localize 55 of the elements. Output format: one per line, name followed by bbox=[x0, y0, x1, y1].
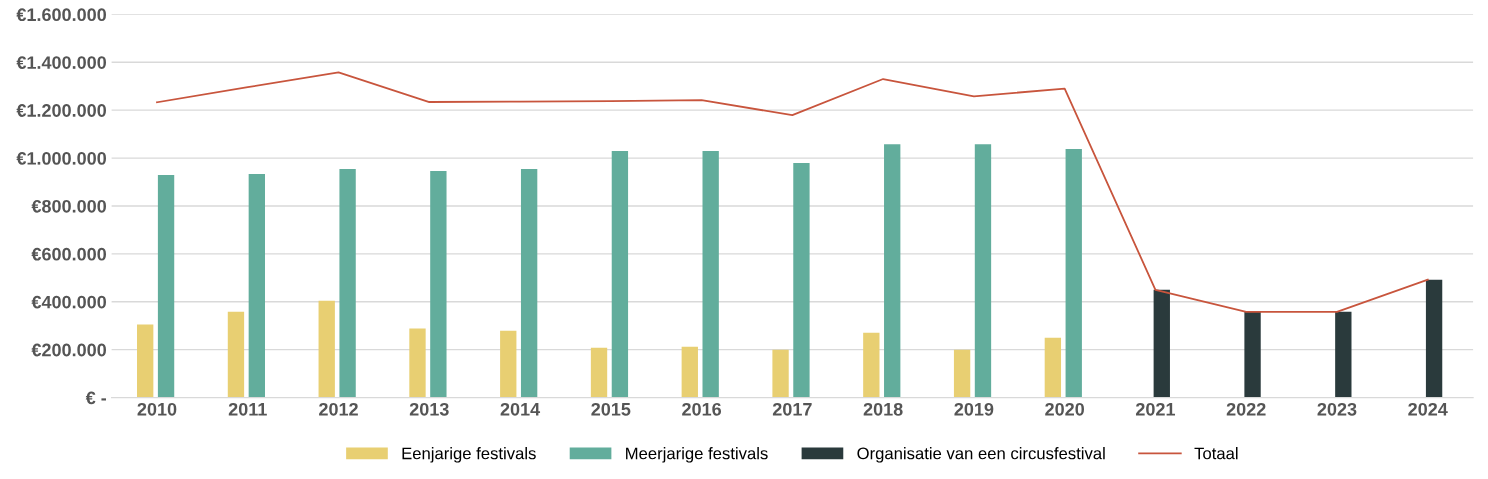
bar bbox=[884, 144, 901, 398]
bar bbox=[1044, 337, 1062, 398]
y-tick-label: €400.000 bbox=[31, 295, 107, 309]
x-tick-label: 2017 bbox=[772, 402, 812, 416]
y-tick-label: €200.000 bbox=[31, 343, 107, 357]
x-tick-label: 2021 bbox=[1135, 402, 1176, 416]
x-tick-label: 2013 bbox=[409, 402, 449, 416]
x-tick-label: 2016 bbox=[682, 402, 722, 416]
x-tick-label: 2014 bbox=[500, 402, 541, 416]
bar bbox=[681, 346, 698, 398]
bar bbox=[974, 144, 992, 398]
y-tick-label: €800.000 bbox=[31, 199, 107, 213]
x-tick-label: 2010 bbox=[137, 402, 177, 416]
bar bbox=[772, 349, 789, 398]
y-tick-label: €1.600.000 bbox=[16, 8, 107, 22]
bar bbox=[248, 174, 265, 398]
legend-label: Organisatie van een circusfestival bbox=[857, 447, 1105, 463]
bar bbox=[157, 175, 175, 398]
bar bbox=[430, 171, 447, 398]
x-tick-label: 2024 bbox=[1408, 402, 1448, 416]
x-tick-label: 2011 bbox=[228, 402, 267, 416]
legend-label: Totaal bbox=[1194, 447, 1238, 460]
y-tick-label: €1.000.000 bbox=[16, 152, 107, 165]
bar bbox=[1065, 148, 1082, 398]
bar bbox=[1153, 289, 1170, 398]
bar bbox=[409, 328, 426, 398]
bar bbox=[339, 169, 356, 398]
y-tick-label: €1.200.000 bbox=[16, 104, 107, 117]
x-tick-label: 2020 bbox=[1045, 402, 1085, 416]
bar bbox=[1244, 311, 1261, 398]
x-tick-label: 2015 bbox=[591, 402, 631, 416]
legend-label: Eenjarige festivals bbox=[402, 447, 536, 463]
bar bbox=[227, 311, 245, 398]
bar bbox=[520, 169, 538, 398]
bar bbox=[590, 347, 608, 398]
bar bbox=[863, 332, 880, 398]
bar bbox=[1335, 311, 1352, 398]
bar bbox=[318, 300, 335, 398]
line-series bbox=[156, 71, 1429, 313]
bar bbox=[702, 151, 719, 398]
bar bbox=[611, 151, 629, 398]
bar bbox=[137, 324, 154, 398]
y-tick-label: €1.400.000 bbox=[16, 56, 107, 69]
bar bbox=[793, 163, 810, 398]
x-tick-label: 2019 bbox=[954, 402, 994, 416]
x-tick-label: 2018 bbox=[863, 402, 903, 416]
x-tick-label: 2012 bbox=[319, 402, 358, 416]
x-tick-label: 2023 bbox=[1317, 402, 1357, 416]
y-tick-label: € - bbox=[85, 391, 107, 405]
legend-label: Meerjarige festivals bbox=[626, 447, 768, 463]
y-tick-label: €600.000 bbox=[31, 247, 107, 261]
x-tick-label: 2022 bbox=[1226, 402, 1266, 416]
bar bbox=[953, 349, 971, 398]
bar bbox=[500, 330, 517, 398]
bar bbox=[1425, 279, 1443, 398]
